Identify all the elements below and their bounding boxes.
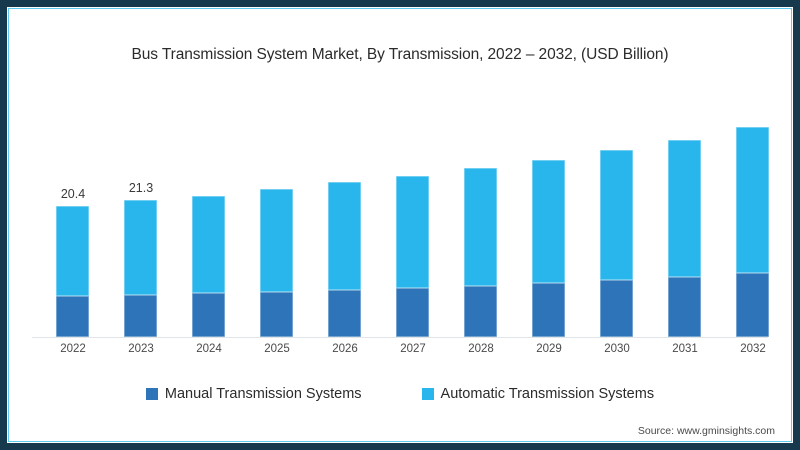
x-tick-2030: 2030: [604, 343, 630, 355]
x-tick-2024: 2024: [196, 343, 222, 355]
bar-segment-automatic-2029[interactable]: [532, 159, 565, 283]
bar-segment-automatic-2028[interactable]: [464, 167, 497, 286]
x-tick-2027: 2027: [400, 343, 426, 355]
bar-value-label-2022: 20.4: [60, 186, 86, 201]
bar-segment-manual-2025[interactable]: [260, 292, 293, 337]
bar-segment-automatic-2032[interactable]: [736, 127, 769, 273]
legend-swatch-automatic-icon: [421, 388, 434, 400]
bar-segment-manual-2026[interactable]: [328, 290, 361, 337]
bar-column-2023[interactable]: [124, 200, 157, 337]
bar-segment-manual-2024[interactable]: [192, 293, 225, 337]
chart-title: Bus Transmission System Market, By Trans…: [131, 46, 669, 63]
bar-segment-manual-2027[interactable]: [396, 288, 429, 337]
bar-segment-manual-2032[interactable]: [736, 272, 769, 337]
bar-segment-manual-2028[interactable]: [464, 285, 497, 337]
bar-segment-automatic-2030[interactable]: [600, 149, 633, 280]
x-tick-2029: 2029: [536, 343, 562, 355]
bar-column-2029[interactable]: [532, 159, 565, 337]
bar-segment-automatic-2027[interactable]: [396, 175, 429, 289]
bar-segment-manual-2023[interactable]: [124, 294, 157, 337]
bar-segment-automatic-2031[interactable]: [668, 139, 701, 277]
x-tick-2026: 2026: [332, 343, 358, 355]
legend-label: Manual Transmission Systems: [164, 386, 362, 402]
bar-column-2026[interactable]: [328, 182, 361, 337]
x-tick-2028: 2028: [468, 343, 494, 355]
x-tick-2022: 2022: [60, 343, 86, 355]
legend-label: Automatic Transmission Systems: [440, 386, 655, 402]
bar-segment-manual-2030[interactable]: [600, 279, 633, 337]
bar-column-2031[interactable]: [668, 139, 701, 337]
chart-legend: Manual Transmission Systems Automatic Tra…: [7, 386, 793, 402]
bar-column-2024[interactable]: [192, 195, 225, 337]
bar-column-2032[interactable]: [736, 127, 769, 337]
chart-canvas: Bus Transmission System Market, By Trans…: [7, 7, 793, 443]
x-axis-baseline: [32, 337, 768, 338]
bar-segment-automatic-2024[interactable]: [192, 195, 225, 294]
legend-swatch-manual-icon: [145, 388, 158, 400]
bar-segment-manual-2031[interactable]: [668, 276, 701, 337]
bar-segment-manual-2029[interactable]: [532, 283, 565, 337]
bar-column-2028[interactable]: [464, 167, 497, 337]
bar-segment-automatic-2026[interactable]: [328, 182, 361, 291]
x-tick-2032: 2032: [740, 343, 766, 355]
x-tick-2023: 2023: [128, 343, 154, 355]
bar-column-2022[interactable]: [56, 205, 89, 337]
bar-value-label-2023: 21.3: [128, 181, 154, 196]
legend-item-manual[interactable]: Manual Transmission Systems: [145, 386, 362, 402]
source-attribution: Source: www.gminsights.com: [637, 425, 775, 437]
bar-segment-manual-2022[interactable]: [56, 295, 89, 337]
bar-segment-automatic-2023[interactable]: [124, 200, 157, 295]
bar-column-2025[interactable]: [260, 188, 293, 337]
plot-area: 20.4 21.3: [40, 112, 769, 337]
bar-segment-automatic-2025[interactable]: [260, 188, 293, 292]
x-tick-2025: 2025: [264, 343, 290, 355]
bar-segment-automatic-2022[interactable]: [56, 205, 89, 296]
bar-column-2030[interactable]: [600, 149, 633, 337]
x-axis-tick-labels: 2022 2023 2024 2025 2026 2027 2028 2029 2030 2031…: [40, 343, 766, 363]
legend-item-automatic[interactable]: Automatic Transmission Systems: [421, 386, 655, 402]
x-tick-2031: 2031: [672, 343, 698, 355]
bar-column-2027[interactable]: [396, 175, 429, 337]
